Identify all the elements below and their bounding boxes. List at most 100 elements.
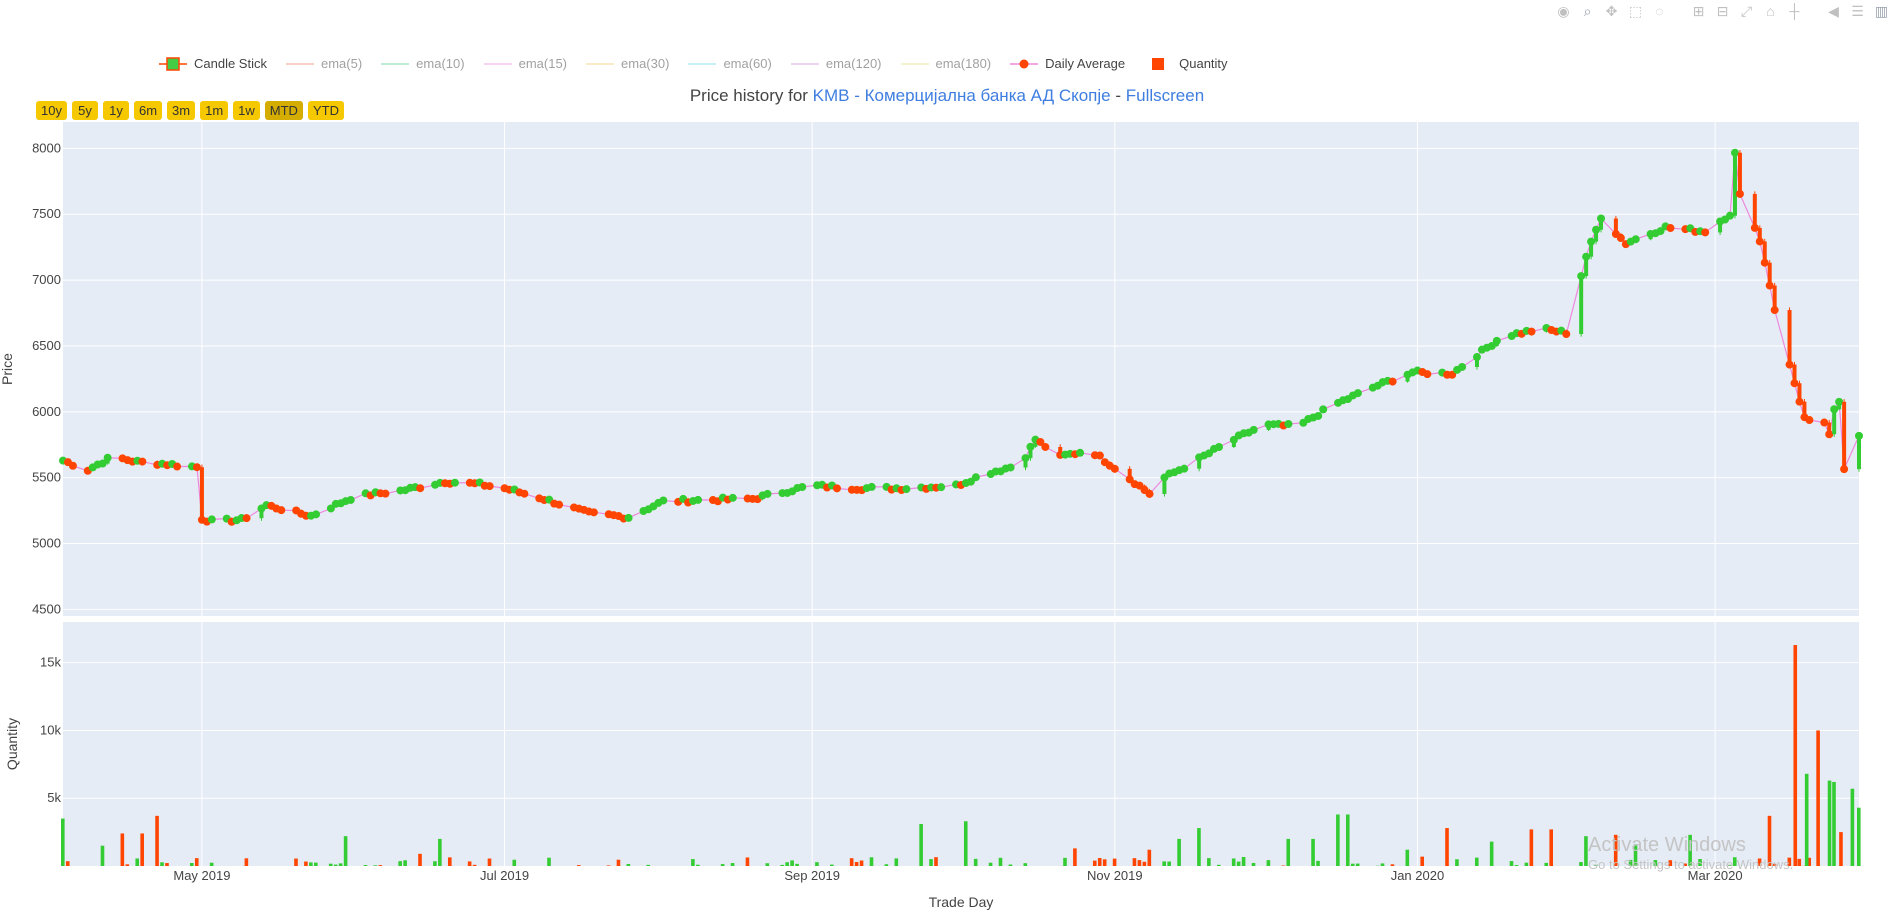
range-button-ytd[interactable]: YTD xyxy=(307,101,344,120)
quantity-bar[interactable] xyxy=(1628,859,1633,866)
candle-body[interactable] xyxy=(1023,458,1028,468)
daily-average-point[interactable] xyxy=(1577,272,1586,281)
quantity-bar[interactable] xyxy=(1132,858,1137,866)
candle-body[interactable] xyxy=(1757,227,1762,242)
candle-body[interactable] xyxy=(1127,468,1132,480)
daily-average-point[interactable] xyxy=(728,493,737,502)
quantity-bar[interactable] xyxy=(849,858,854,866)
daily-average-point[interactable] xyxy=(1835,397,1844,406)
quantity-bar[interactable] xyxy=(1092,860,1097,866)
range-button-1w[interactable]: 1w xyxy=(233,101,260,120)
quantity-bar[interactable] xyxy=(1827,780,1832,866)
quantity-bar[interactable] xyxy=(1509,861,1514,866)
quantity-bar[interactable] xyxy=(418,853,422,866)
quantity-bar[interactable] xyxy=(1529,829,1534,866)
candle-body[interactable] xyxy=(1028,446,1033,459)
candle-body[interactable] xyxy=(1579,276,1584,335)
range-button-1y[interactable]: 1y xyxy=(102,101,129,120)
daily-average-point[interactable] xyxy=(277,506,286,515)
range-button-1m[interactable]: 1m xyxy=(200,101,229,120)
quantity-bar[interactable] xyxy=(780,864,784,866)
quantity-bar[interactable] xyxy=(1241,856,1246,866)
quantity-bar[interactable] xyxy=(854,862,859,866)
daily-average-point[interactable] xyxy=(1735,189,1744,198)
quantity-bar[interactable] xyxy=(1807,857,1811,866)
daily-average-point[interactable] xyxy=(1592,225,1601,234)
quantity-bar[interactable] xyxy=(1668,860,1673,866)
quantity-bar[interactable] xyxy=(155,815,159,866)
daily-average-point[interactable] xyxy=(798,482,807,491)
quantity-bar[interactable] xyxy=(403,860,407,866)
quantity-bar[interactable] xyxy=(1177,838,1181,866)
legend-item-ema-120[interactable]: ema(120) xyxy=(790,56,882,71)
quantity-bar[interactable] xyxy=(447,857,452,866)
daily-average-point[interactable] xyxy=(1750,223,1759,232)
quantity-bar[interactable] xyxy=(244,858,249,866)
quantity-bar[interactable] xyxy=(1514,865,1519,866)
quantity-bar[interactable] xyxy=(1207,858,1211,866)
quantity-bar[interactable] xyxy=(1732,857,1737,866)
daily-average-point[interactable] xyxy=(659,496,668,505)
daily-average-point[interactable] xyxy=(1830,405,1839,414)
candle-body[interactable] xyxy=(1737,152,1742,194)
quantity-bar[interactable] xyxy=(1405,849,1410,866)
quantity-bar[interactable] xyxy=(1728,865,1732,866)
daily-average-point[interactable] xyxy=(1562,330,1571,339)
quantity-bar[interactable] xyxy=(1857,807,1861,866)
daily-average-point[interactable] xyxy=(1582,252,1591,261)
quantity-bar[interactable] xyxy=(333,864,338,866)
quantity-bar[interactable] xyxy=(472,864,477,866)
daily-average-point[interactable] xyxy=(1472,353,1481,362)
quantity-bar[interactable] xyxy=(1767,815,1772,866)
daily-average-point[interactable] xyxy=(694,495,703,504)
quantity-bar[interactable] xyxy=(730,863,735,866)
daily-average-point[interactable] xyxy=(173,462,182,471)
pan-icon[interactable]: ✥ xyxy=(1605,3,1618,19)
candle-body[interactable] xyxy=(1832,409,1837,435)
quantity-bar[interactable] xyxy=(765,863,770,866)
quantity-bar[interactable] xyxy=(1102,859,1107,866)
quantity-bar[interactable] xyxy=(140,833,144,866)
box-select-icon[interactable]: ⬚ xyxy=(1628,3,1643,19)
quantity-bar[interactable] xyxy=(696,864,700,866)
quantity-bar[interactable] xyxy=(576,865,581,866)
zoom-in-icon[interactable]: ⊞ xyxy=(1692,3,1705,19)
daily-average-point[interactable] xyxy=(1214,443,1223,452)
daily-average-point[interactable] xyxy=(1730,148,1739,157)
candle-body[interactable] xyxy=(1797,383,1802,402)
range-button-mtd[interactable]: MTD xyxy=(264,101,303,120)
quantity-bar[interactable] xyxy=(1336,814,1340,866)
quantity-bar[interactable] xyxy=(1584,836,1588,866)
hover-compare-icon[interactable]: ☰ xyxy=(1851,3,1864,19)
quantity-bar[interactable] xyxy=(998,857,1003,866)
quantity-bar[interactable] xyxy=(626,863,631,866)
candle-body[interactable] xyxy=(1842,401,1847,470)
quantity-bar[interactable] xyxy=(1772,863,1777,866)
quantity-bar[interactable] xyxy=(1787,857,1792,866)
quantity-bar[interactable] xyxy=(1350,863,1355,866)
daily-average-point[interactable] xyxy=(1284,419,1293,428)
quantity-bar[interactable] xyxy=(338,863,343,866)
quantity-bar[interactable] xyxy=(691,859,695,866)
quantity-bar[interactable] xyxy=(1137,860,1142,866)
quantity-bar[interactable] xyxy=(1594,864,1598,866)
quantity-bar[interactable] xyxy=(135,858,140,866)
quantity-bar[interactable] xyxy=(328,863,333,866)
quantity-bar[interactable] xyxy=(1167,861,1171,866)
daily-average-point[interactable] xyxy=(1076,448,1085,457)
quantity-bar[interactable] xyxy=(1549,829,1553,866)
candle-body[interactable] xyxy=(1584,256,1589,277)
company-link[interactable]: KMB - Комерцијална банка АД Скопје xyxy=(812,86,1111,105)
range-button-6m[interactable]: 6m xyxy=(133,101,163,120)
daily-average-point[interactable] xyxy=(1180,464,1189,473)
quantity-bar[interactable] xyxy=(1579,862,1583,866)
quantity-bar[interactable] xyxy=(294,858,298,866)
quantity-bar[interactable] xyxy=(790,860,794,866)
candle-body[interactable] xyxy=(1787,310,1792,365)
candle-body[interactable] xyxy=(1162,477,1167,494)
daily-average-point[interactable] xyxy=(1597,214,1606,223)
daily-average-point[interactable] xyxy=(867,482,876,491)
legend-item-ema-15[interactable]: ema(15) xyxy=(483,56,567,71)
quantity-bar[interactable] xyxy=(363,865,368,866)
